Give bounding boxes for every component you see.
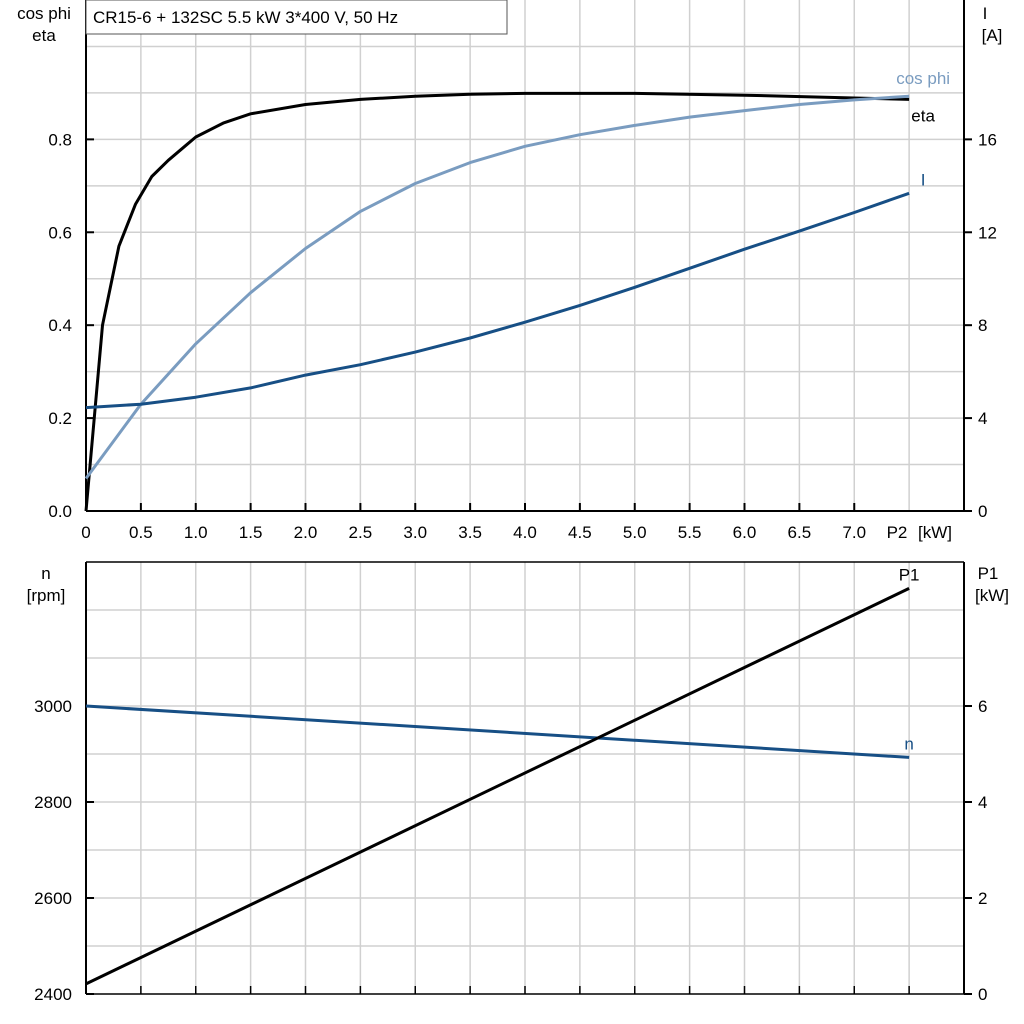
y-right-tick-label: 4 (978, 409, 987, 428)
series-line-n (85, 704, 910, 759)
x-tick-label: 5.0 (623, 523, 647, 542)
y-left-tick-label: 3000 (34, 697, 72, 716)
x-tick-label: 4.0 (513, 523, 537, 542)
y-left-tick-label: 0.6 (48, 223, 72, 242)
y-left-tick-label: 0.8 (48, 130, 72, 149)
x-tick-label: 1.5 (239, 523, 263, 542)
x-axis-unit: [kW] (918, 523, 952, 542)
x-tick-label: 3.5 (458, 523, 482, 542)
y-left-tick-label: 2600 (34, 889, 72, 908)
y-right-tick-label: 0 (978, 502, 987, 521)
x-tick-label: 5.5 (678, 523, 702, 542)
y-right-tick-label: 4 (978, 793, 987, 812)
y-left-tick-label: 2400 (34, 985, 72, 1004)
series-line-I (85, 191, 910, 410)
y-left-label: cos phi (17, 4, 71, 23)
y-right-label: I (983, 4, 988, 23)
y-left-tick-label: 0.4 (48, 316, 72, 335)
series-line-cos-phi (84, 94, 910, 480)
series-label-eta: eta (911, 106, 935, 125)
y-right-tick-label: 16 (978, 130, 997, 149)
series-label-P1: P1 (899, 565, 920, 584)
y-right-tick-label: 12 (978, 223, 997, 242)
y-left-label: n (41, 564, 50, 583)
series-label-n: n (904, 734, 913, 753)
y-right-label: P1 (978, 564, 999, 583)
x-tick-label: 2.5 (349, 523, 373, 542)
panel-2: 2400 2600 2800 3000 0 2 4 6 n [rpm] P1 [kW] n P1 (27, 561, 1009, 1004)
y-right-tick-label: 2 (978, 889, 987, 908)
y-left-tick-label: 2800 (34, 793, 72, 812)
x-tick-label: 2.0 (294, 523, 318, 542)
y-left-label: eta (32, 26, 56, 45)
series-line-eta (84, 91, 910, 512)
x-tick-label: 0 (81, 523, 90, 542)
series-label-cos-phi: cos phi (896, 69, 950, 88)
y-right-label: [kW] (975, 586, 1009, 605)
y-left-tick-label: 0.0 (48, 502, 72, 521)
x-tick-label: 1.0 (184, 523, 208, 542)
title-box (85, 0, 508, 35)
x-tick-label: 6.5 (788, 523, 812, 542)
y-right-tick-label: 8 (978, 316, 987, 335)
x-tick-label: 0.5 (129, 523, 153, 542)
y-right-tick-label: 0 (978, 985, 987, 1004)
y-right-tick-label: 6 (978, 697, 987, 716)
chart-title: CR15-6 + 132SC 5.5 kW 3*400 V, 50 Hz (93, 8, 398, 27)
y-right-label: [A] (982, 26, 1003, 45)
panel-1: 0.0 0.2 0.4 0.6 0.8 0 4 8 12 16 cos phi eta I [A] 0 0.5… (17, 0, 1002, 542)
y-left-label: [rpm] (27, 586, 66, 605)
x-tick-label: 7.0 (842, 523, 866, 542)
series-label-I: I (921, 170, 926, 189)
y-left-tick-label: 0.2 (48, 409, 72, 428)
x-tick-label: 4.5 (568, 523, 592, 542)
x-tick-label: 3.0 (403, 523, 427, 542)
x-axis-label: P2 (887, 523, 908, 542)
series-line-P1 (85, 587, 910, 986)
x-tick-label: 6.0 (733, 523, 757, 542)
